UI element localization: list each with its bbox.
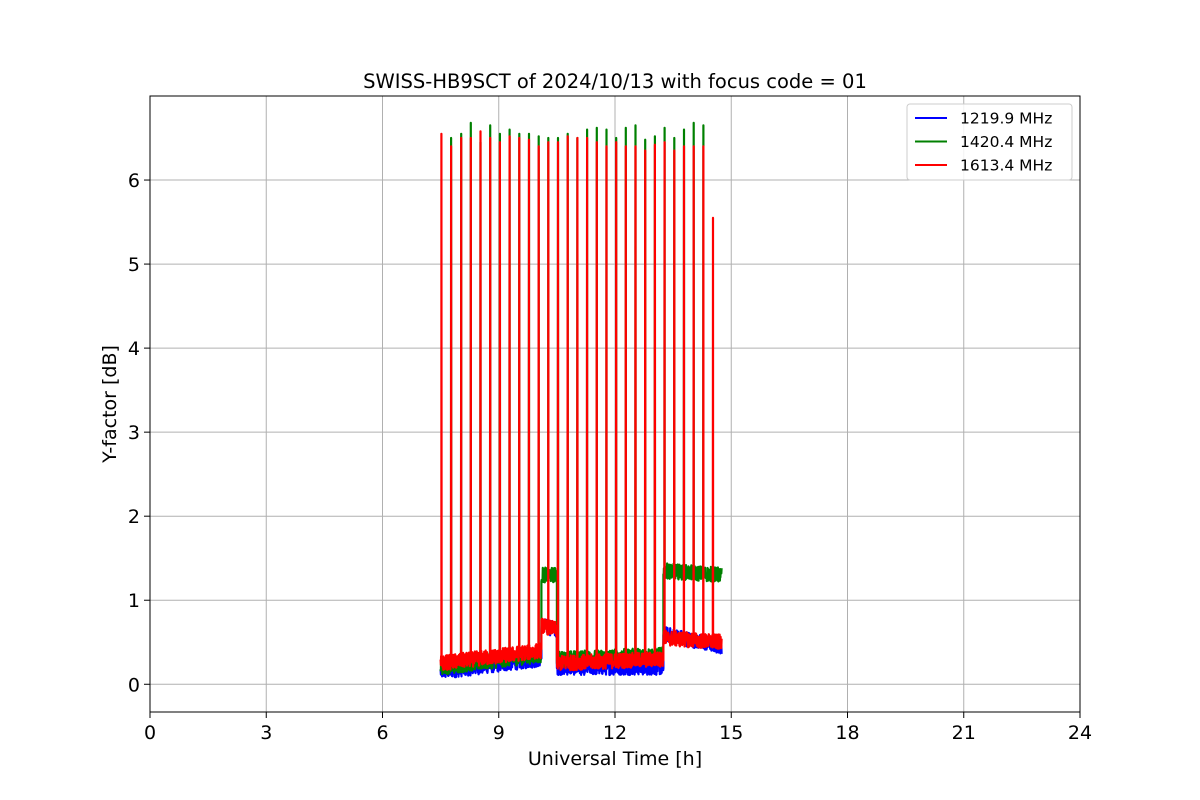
legend-label: 1420.4 MHz: [960, 133, 1052, 151]
legend: 1219.9 MHz 1420.4 MHz 1613.4 MHz: [906, 103, 1073, 181]
x-tick-label: 6: [376, 722, 388, 744]
y-tick-label: 4: [128, 338, 140, 360]
y-tick-label: 5: [128, 254, 140, 276]
legend-box: [906, 103, 1073, 181]
y-tick-label: 6: [128, 170, 140, 192]
x-tick-label: 24: [1068, 722, 1092, 744]
x-tick-label: 12: [603, 722, 627, 744]
y-axis-label: Y-factor [dB]: [99, 345, 121, 464]
legend-label: 1219.9 MHz: [960, 110, 1052, 128]
x-axis-label: Universal Time [h]: [528, 748, 702, 770]
y-tick-label: 0: [128, 674, 140, 696]
x-tick-label: 18: [835, 722, 859, 744]
x-tick-label: 3: [260, 722, 272, 744]
y-tick-label: 2: [128, 506, 140, 528]
y-tick-label: 1: [128, 590, 140, 612]
chart-title: SWISS-HB9SCT of 2024/10/13 with focus co…: [363, 70, 867, 93]
series-line: [439, 121, 723, 676]
plot-area: [439, 121, 723, 679]
x-tick-label: 15: [719, 722, 743, 744]
x-tick-label: 0: [144, 722, 156, 744]
y-tick-label: 3: [128, 422, 140, 444]
x-tick-label: 21: [952, 722, 976, 744]
x-tick-label: 9: [493, 722, 505, 744]
series-line: [439, 130, 723, 672]
legend-label: 1613.4 MHz: [960, 157, 1052, 175]
